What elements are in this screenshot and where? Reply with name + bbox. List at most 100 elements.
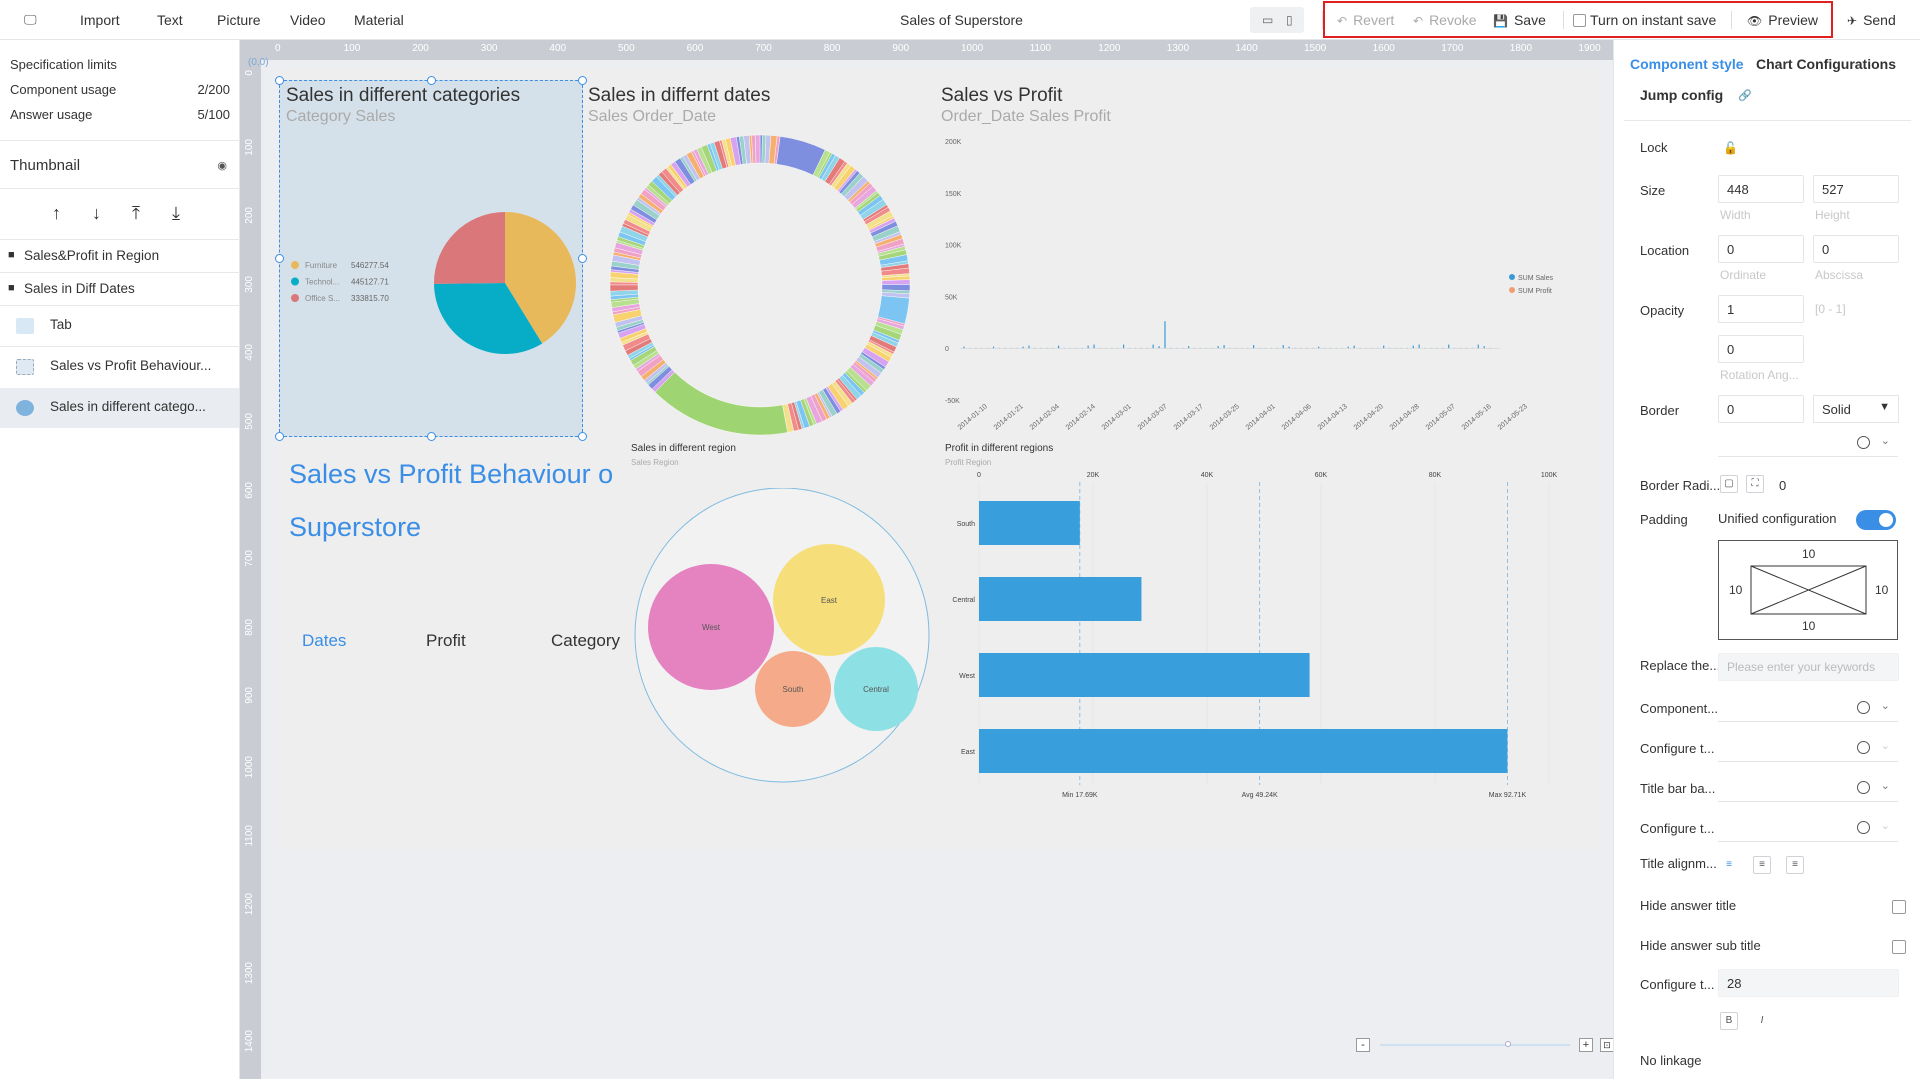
y-tick-label: South [957, 521, 975, 528]
border-radius-value[interactable]: 0 [1779, 478, 1787, 493]
hide-answer-sub-checkbox[interactable] [1892, 940, 1906, 954]
ruler-tick-label: 1500 [1304, 43, 1327, 54]
zoom-slider-thumb[interactable] [1505, 1041, 1511, 1047]
keywords-input[interactable]: Please enter your keywords [1718, 653, 1899, 681]
tab-dates[interactable]: Dates [302, 631, 347, 650]
move-bottom-icon[interactable]: ⤓ [172, 203, 180, 223]
instant-save-checkbox[interactable] [1573, 14, 1586, 27]
x-tick-label: 2014-05-23 [1497, 403, 1529, 431]
component-bg-picker[interactable]: ⌄ [1718, 694, 1898, 722]
ruler-tick-label: 1100 [244, 824, 255, 847]
tab-jump-config[interactable]: Jump config [1640, 87, 1724, 103]
donut-chart-subtitle: Sales Order_Date [588, 108, 717, 125]
origin-coordinate: (0,0) [248, 57, 269, 68]
abscissa-input[interactable]: 0 [1813, 235, 1899, 263]
ruler-tick-label: 100 [244, 138, 255, 156]
ruler-tick-label: 400 [244, 344, 255, 362]
border-style-select[interactable]: Solid ▼ [1813, 395, 1899, 423]
pie-chart-title: Sales in different categories [286, 85, 521, 106]
resize-handle[interactable] [427, 432, 436, 441]
layer-sales-categories[interactable]: Sales in different catego... [0, 388, 239, 428]
menu-material[interactable]: Material [354, 12, 404, 28]
resize-handle[interactable] [275, 254, 284, 263]
layer-sales-profit[interactable]: Sales vs Profit Behaviour... [0, 347, 239, 387]
ordinate-input[interactable]: 0 [1718, 235, 1804, 263]
border-radius-label: Border Radi... [1640, 478, 1721, 493]
tab-component-style[interactable]: Component style [1630, 56, 1744, 72]
revert-button[interactable]: ↶ Revert [1337, 12, 1395, 28]
zoom-in-button[interactable]: + [1579, 1038, 1593, 1052]
resize-handle[interactable] [578, 76, 587, 85]
bubble-label: South [783, 685, 804, 694]
move-up-icon[interactable]: ↑ [52, 203, 61, 223]
width-input[interactable]: 448 [1718, 175, 1804, 203]
radius-uniform-icon[interactable]: ▢ [1720, 475, 1738, 493]
mobile-icon[interactable]: ▯ [1286, 13, 1293, 27]
separator [1731, 11, 1732, 29]
instant-save-toggle[interactable]: Turn on instant save [1573, 12, 1716, 28]
height-input[interactable]: 527 [1813, 175, 1899, 203]
menu-picture[interactable]: Picture [217, 12, 261, 28]
resize-handle[interactable] [275, 76, 284, 85]
fit-screen-icon[interactable]: ⊡ [1600, 1038, 1614, 1052]
donut-segment [609, 284, 639, 292]
location-label: Location [1640, 243, 1690, 258]
padding-left-value[interactable]: 10 [1729, 583, 1743, 597]
color-circle-icon [1857, 781, 1870, 794]
tab-chart-config[interactable]: Chart Configurations [1756, 56, 1896, 72]
tab-profit[interactable]: Profit [426, 631, 466, 650]
menu-import[interactable]: Import [80, 12, 120, 28]
font-size-input[interactable]: 28 [1718, 969, 1899, 997]
desktop-icon[interactable]: ▭ [1262, 13, 1274, 27]
border-width-input[interactable]: 0 [1718, 395, 1804, 423]
resize-handle[interactable] [427, 76, 436, 85]
layer-tab[interactable]: Tab [0, 306, 239, 346]
configure-picker-2[interactable]: ⌄ [1718, 814, 1898, 842]
ruler-tick-label: 1600 [1372, 43, 1395, 54]
align-center-icon[interactable]: ≡ [1753, 856, 1771, 874]
preview-button[interactable]: 👁 Preview [1747, 12, 1819, 28]
layer-folder-region[interactable]: ■ Sales&Profit in Region [8, 248, 160, 263]
align-right-icon[interactable]: ≡ [1786, 856, 1804, 874]
ruler-tick-label: 1700 [1441, 43, 1464, 54]
home-icon[interactable]: 🖵 [24, 12, 37, 27]
save-button[interactable]: 💾 Save [1493, 12, 1546, 28]
divider [1624, 120, 1911, 121]
layer-folder-dates[interactable]: ■ Sales in Diff Dates [8, 281, 135, 296]
menu-video[interactable]: Video [290, 12, 326, 28]
color-circle-icon [1857, 436, 1870, 449]
donut-segment [881, 279, 911, 285]
resize-handle[interactable] [275, 432, 284, 441]
resize-handle[interactable] [578, 432, 587, 441]
chevron-down-icon: ⌄ [1880, 740, 1890, 752]
title-bar-picker[interactable]: ⌄ [1718, 774, 1898, 802]
legend-swatch [291, 277, 299, 286]
thumbnail-eye-icon[interactable]: ◉ [217, 160, 227, 172]
y-tick-label: East [961, 749, 975, 756]
opacity-input[interactable]: 1 [1718, 295, 1804, 323]
hide-answer-title-checkbox[interactable] [1892, 900, 1906, 914]
lock-icon[interactable]: 🔓 [1723, 141, 1738, 155]
radius-individual-icon[interactable]: ⛶ [1746, 475, 1764, 493]
align-left-icon[interactable]: ≡ [1720, 856, 1738, 874]
unified-config-toggle[interactable] [1856, 510, 1896, 530]
zoom-slider[interactable] [1380, 1044, 1570, 1046]
resize-handle[interactable] [578, 254, 587, 263]
rotation-input[interactable]: 0 [1718, 335, 1804, 363]
padding-top-value[interactable]: 10 [1802, 547, 1816, 561]
padding-right-value[interactable]: 10 [1875, 583, 1889, 597]
send-button[interactable]: ✈ Send [1847, 12, 1896, 28]
bold-icon[interactable]: B [1720, 1012, 1738, 1030]
tab-category[interactable]: Category [551, 631, 620, 650]
revoke-button[interactable]: ↶ Revoke [1413, 12, 1477, 28]
move-down-icon[interactable]: ↓ [92, 203, 101, 223]
legend-label: SUM Profit [1518, 288, 1552, 295]
border-color-picker[interactable]: ⌄ [1718, 429, 1898, 457]
chevron-down-icon: ▼ [1879, 401, 1890, 413]
italic-icon[interactable]: I [1753, 1012, 1771, 1030]
menu-text[interactable]: Text [157, 12, 183, 28]
padding-bottom-value[interactable]: 10 [1802, 619, 1816, 633]
configure-picker-1[interactable]: ⌄ [1718, 734, 1898, 762]
move-top-icon[interactable]: ⤒ [132, 203, 140, 223]
zoom-out-button[interactable]: - [1356, 1038, 1370, 1052]
